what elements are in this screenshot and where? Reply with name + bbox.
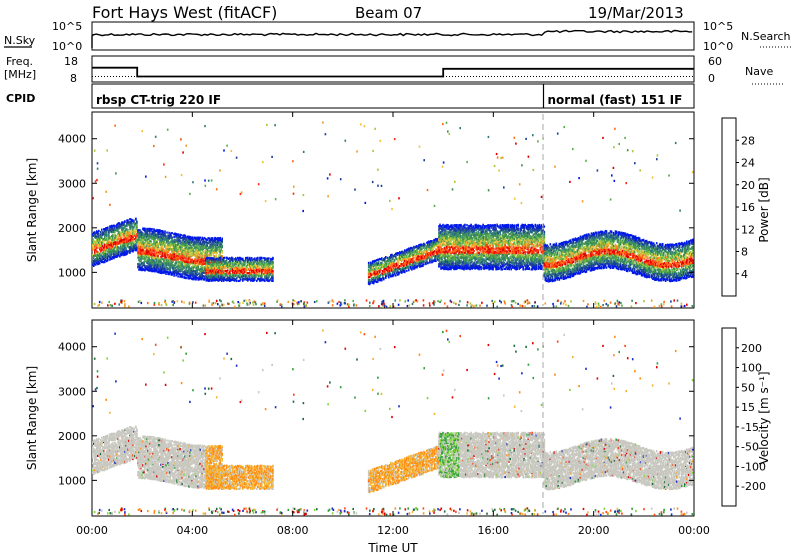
x-tick-label: 16:00 [477,524,509,537]
colorbar-tick-label: 200 [741,342,762,355]
x-axis-label: Time UT [367,541,418,554]
cpid-mode-label: rbsp CT-trig 220 IF [96,93,221,107]
nsearch-label: N.Search [741,30,791,43]
colorbar-tick-label: 20 [741,179,755,192]
x-tick-label: 12:00 [377,524,409,537]
y-tick-label: 4000 [58,133,86,146]
freq-tick-top: 18 [64,55,78,68]
power-colorbar-label: Power [dB] [757,177,771,242]
figure: Fort Hays West (fitACF) Beam 07 19/Mar/2… [0,0,800,554]
nave-tick-top: 60 [708,55,722,68]
nsearch-tick-top: 10^5 [703,20,733,33]
freq-panel: Freq. [MHz] 18 8 60 0 Nave [4,55,784,85]
colorbar-tick-label: 8 [741,246,748,259]
y-tick-label: 1000 [58,474,86,487]
nsky-label: N.Sky [4,34,36,47]
cpid-label: CPID [6,92,35,105]
colorbar-tick-label: 50 [741,381,755,394]
y-tick-label: 2000 [58,430,86,443]
colorbar-tick-label: 15 [741,401,755,414]
x-tick-label: 04:00 [176,524,208,537]
nave-label: Nave [745,65,773,78]
colorbar-tick-label: -200 [741,480,766,493]
nsky-tick-top: 10^5 [52,20,82,33]
colorbar-tick-label: 28 [741,134,755,147]
cpid-mode-label: normal (fast) 151 IF [548,93,683,107]
freq-label: Freq. [6,55,33,68]
nsky-tick-bottom: 10^0 [52,40,82,53]
power-ylabel: Slant Range [km] [25,158,39,262]
x-tick-label: 20:00 [578,524,610,537]
x-tick-label: 00:00 [76,524,108,537]
velocity-panel: 1000 2000 3000 4000 Slant Range [km] [25,320,694,516]
x-tick-label: 00:00 [678,524,710,537]
beam-title: Beam 07 [355,4,422,22]
y-tick-label: 3000 [58,177,86,190]
nsky-panel: N.Sky 10^5 10^0 N.Search 10^5 10^0 [4,20,792,53]
power-colorbar: 28 24 20 16 12 8 4 [722,118,755,296]
date-title: 19/Mar/2013 [588,4,684,22]
freq-unit: [MHz] [4,68,36,81]
nsearch-tick-bottom: 10^0 [703,40,733,53]
x-tick-label: 08:00 [277,524,309,537]
velocity-ylabel: Slant Range [km] [25,366,39,470]
station-title: Fort Hays West (fitACF) [92,3,277,22]
cpid-panel: CPID rbsp CT-trig 220 IF normal (fast) 15… [6,84,694,108]
colorbar-tick-label: 24 [741,157,755,170]
freq-tick-bottom: 8 [70,72,77,85]
colorbar-tick-label: 4 [741,268,748,281]
power-panel: 1000 2000 3000 4000 Slant Range [km] [25,112,694,308]
colorbar-tick-label: 12 [741,223,755,236]
y-tick-label: 4000 [58,341,86,354]
y-tick-label: 3000 [58,385,86,398]
colorbar-tick-label: 16 [741,201,755,214]
velocity-colorbar-label: Velocity [m s⁻¹] [757,371,771,464]
y-tick-label: 2000 [58,222,86,235]
nave-tick-bottom: 0 [708,72,715,85]
y-tick-label: 1000 [58,266,86,279]
